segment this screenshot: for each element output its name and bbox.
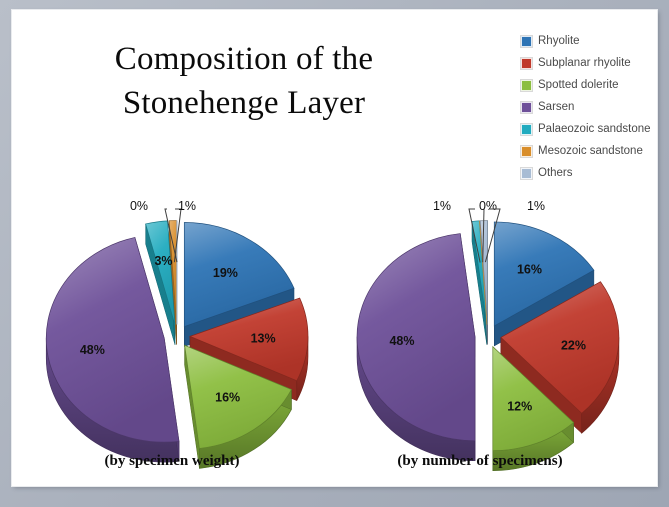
legend-swatch-icon [521,145,532,157]
legend-item[interactable]: Others [521,162,657,184]
pie-svg: 16% 22% 12% 48% 1% 0% 1% [356,199,620,471]
legend-item-label: Palaeozoic sandstone [538,123,651,135]
pie-chart-by-count: 16% 22% 12% 48% 1% 0% 1% [338,188,638,486]
pie-slice[interactable] [493,221,595,327]
pie-chart-by-weight: 19% 13% 16% 48% 3% 1% 0% [27,188,327,486]
pie-slice-label: 13% [251,331,276,345]
chart-title-line2: Stonehenge Layer [122,84,366,121]
pie-slice-label: 0% [479,199,497,213]
chart-title-line1: Composition of the [114,41,374,77]
chart-legend: Rhyolite Subplanar rhyolite Spotted doleri… [521,30,657,184]
pie-slices [356,220,620,452]
pie-slice-label: 3% [154,254,172,268]
pie-slice-label: 22% [561,339,586,353]
legend-item-label: Rhyolite [538,35,580,47]
legend-swatch-icon [521,57,532,69]
legend-item[interactable]: Palaeozoic sandstone [521,118,657,140]
pie-slice-label: 48% [389,334,414,348]
legend-item[interactable]: Spotted dolerite [521,74,657,96]
legend-swatch-icon [521,79,532,91]
pie-slice[interactable] [183,222,295,328]
pie-slice-label: 16% [517,262,542,276]
pie-slices [45,220,309,449]
legend-item-label: Others [538,167,573,179]
legend-swatch-icon [521,35,532,47]
pie-label-leader-line [164,208,178,263]
pie-data-labels: 16% 22% 12% 48% 1% 0% 1% [389,199,586,414]
legend-item[interactable]: Rhyolite [521,30,657,52]
pie-slice-label: 12% [507,400,532,414]
pie-slice[interactable] [45,236,180,443]
caption-by-weight: (by specimen weight) [104,453,240,469]
pie-slice[interactable] [356,233,476,442]
chart-title: Composition of the Stonehenge Layer [34,38,454,125]
pie-svg: 19% 13% 16% 48% 3% 1% 0% [45,199,309,469]
legend-item[interactable]: Subplanar rhyolite [521,52,657,74]
pie-slice[interactable] [500,281,620,414]
pie-slice-label: 48% [80,343,105,357]
pie-slice-label: 1% [178,199,196,213]
legend-swatch-icon [521,123,532,135]
pie-slice[interactable] [492,345,575,452]
pie-slice[interactable] [189,297,309,382]
pie-slice-label: 0% [130,199,148,213]
slide-canvas: Composition of the Stonehenge Layer Rhyo… [12,10,657,486]
pie-slice[interactable] [184,344,292,449]
legend-item-label: Sarsen [538,101,575,113]
legend-item-label: Spotted dolerite [538,79,619,91]
caption-by-count: (by number of specimens) [397,453,563,469]
pie-label-leader-line [484,208,501,263]
pie-slice-label: 1% [433,199,451,213]
legend-swatch-icon [521,101,532,113]
pie-data-labels: 19% 13% 16% 48% 3% 1% 0% [80,199,276,404]
pie-slice-label: 16% [215,390,240,404]
pie-slice-label: 1% [527,199,545,213]
pie-slice-label: 19% [213,266,238,280]
legend-item[interactable]: Mesozoic sandstone [521,140,657,162]
legend-item-label: Mesozoic sandstone [538,145,643,157]
legend-item-label: Subplanar rhyolite [538,57,631,69]
pie-label-leader-line [173,208,182,263]
pie-label-leader-line [468,208,481,263]
pie-label-leader-line [482,208,485,263]
legend-item[interactable]: Sarsen [521,96,657,118]
legend-swatch-icon [521,167,532,179]
